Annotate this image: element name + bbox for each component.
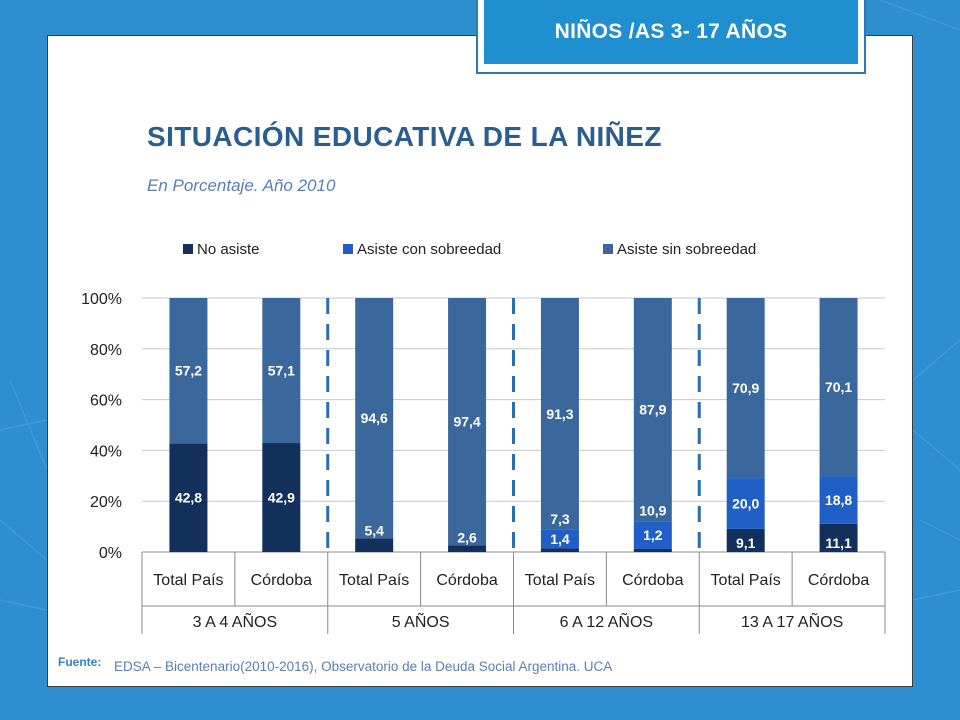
legend-swatch (603, 244, 613, 254)
data-label: 5,4 (364, 522, 384, 538)
y-tick-label: 20% (90, 494, 122, 511)
legend-label: Asiste sin sobreedad (617, 241, 756, 258)
data-label: 9,1 (736, 535, 756, 551)
data-label: 42,8 (175, 490, 202, 506)
bar-segment (726, 528, 765, 552)
source-text: EDSA – Bicentenario(2010-2016), Observat… (114, 659, 613, 674)
group-label: 6 A 12 AÑOS (560, 611, 653, 631)
bar-segment (355, 538, 394, 552)
y-tick-label: 80% (90, 342, 122, 359)
group-label: 5 AÑOS (392, 611, 450, 631)
bar-segment (448, 298, 487, 546)
age-range-badge: NIÑOS /AS 3- 17 AÑOS (484, 0, 858, 64)
y-tick-label: 40% (90, 443, 122, 460)
bar-segment (540, 529, 579, 549)
data-label: 18,8 (825, 492, 852, 508)
y-tick-label: 60% (90, 393, 122, 410)
bar-segment (633, 548, 672, 552)
x-tick-label: Total País (153, 572, 223, 589)
bar-segment (262, 298, 301, 444)
data-label: 1,2 (643, 527, 663, 543)
data-label: 91,3 (546, 406, 573, 422)
data-label: 7,3 (550, 511, 570, 527)
bar-segment (633, 521, 672, 549)
chart-title: SITUACIÓN EDUCATIVA DE LA NIÑEZ (147, 121, 662, 152)
bar-segment (726, 298, 765, 479)
x-tick-label: Córdoba (436, 572, 497, 589)
group-label: 3 A 4 AÑOS (193, 611, 278, 631)
x-tick-label: Córdoba (251, 572, 312, 589)
data-label: 57,1 (268, 363, 295, 379)
data-label: 57,2 (175, 363, 202, 379)
y-tick-label: 0% (99, 545, 122, 562)
x-tick-label: Total País (525, 572, 595, 589)
source-label: Fuente: (58, 655, 102, 669)
data-label: 94,6 (361, 410, 388, 426)
bar-segment (448, 545, 487, 552)
x-tick-label: Córdoba (622, 572, 683, 589)
data-label: 42,9 (268, 490, 295, 506)
bar-segment (169, 443, 208, 552)
bar-segment (633, 298, 672, 522)
bar-segment (726, 478, 765, 529)
bar-segment (819, 476, 858, 524)
bar-segment (355, 298, 394, 539)
data-label: 2,6 (457, 529, 477, 545)
legend-label: No asiste (197, 241, 260, 258)
legend-swatch (183, 244, 193, 254)
chart-subtitle: En Porcentaje. Año 2010 (147, 176, 336, 195)
x-tick-label: Córdoba (808, 572, 869, 589)
data-label: 11,1 (825, 535, 852, 551)
bar-segment (540, 548, 579, 552)
bar-segment (819, 523, 858, 552)
bar-segment (540, 298, 579, 530)
bar-segment (819, 298, 858, 477)
data-label: 10,9 (639, 502, 666, 518)
data-label: 20,0 (732, 495, 759, 511)
data-label: 87,9 (639, 402, 666, 418)
legend-label: Asiste con sobreedad (357, 241, 501, 258)
bar-segment (262, 443, 301, 552)
bar-segment (169, 298, 208, 444)
data-label: 70,9 (732, 380, 759, 396)
x-tick-label: Total País (711, 572, 781, 589)
data-label: 1,4 (550, 531, 570, 547)
legend-swatch (343, 244, 353, 254)
group-label: 13 A 17 AÑOS (741, 611, 843, 631)
x-tick-label: Total País (339, 572, 409, 589)
data-label: 97,4 (453, 414, 480, 430)
data-label: 70,1 (825, 379, 852, 395)
y-tick-label: 100% (81, 291, 122, 308)
